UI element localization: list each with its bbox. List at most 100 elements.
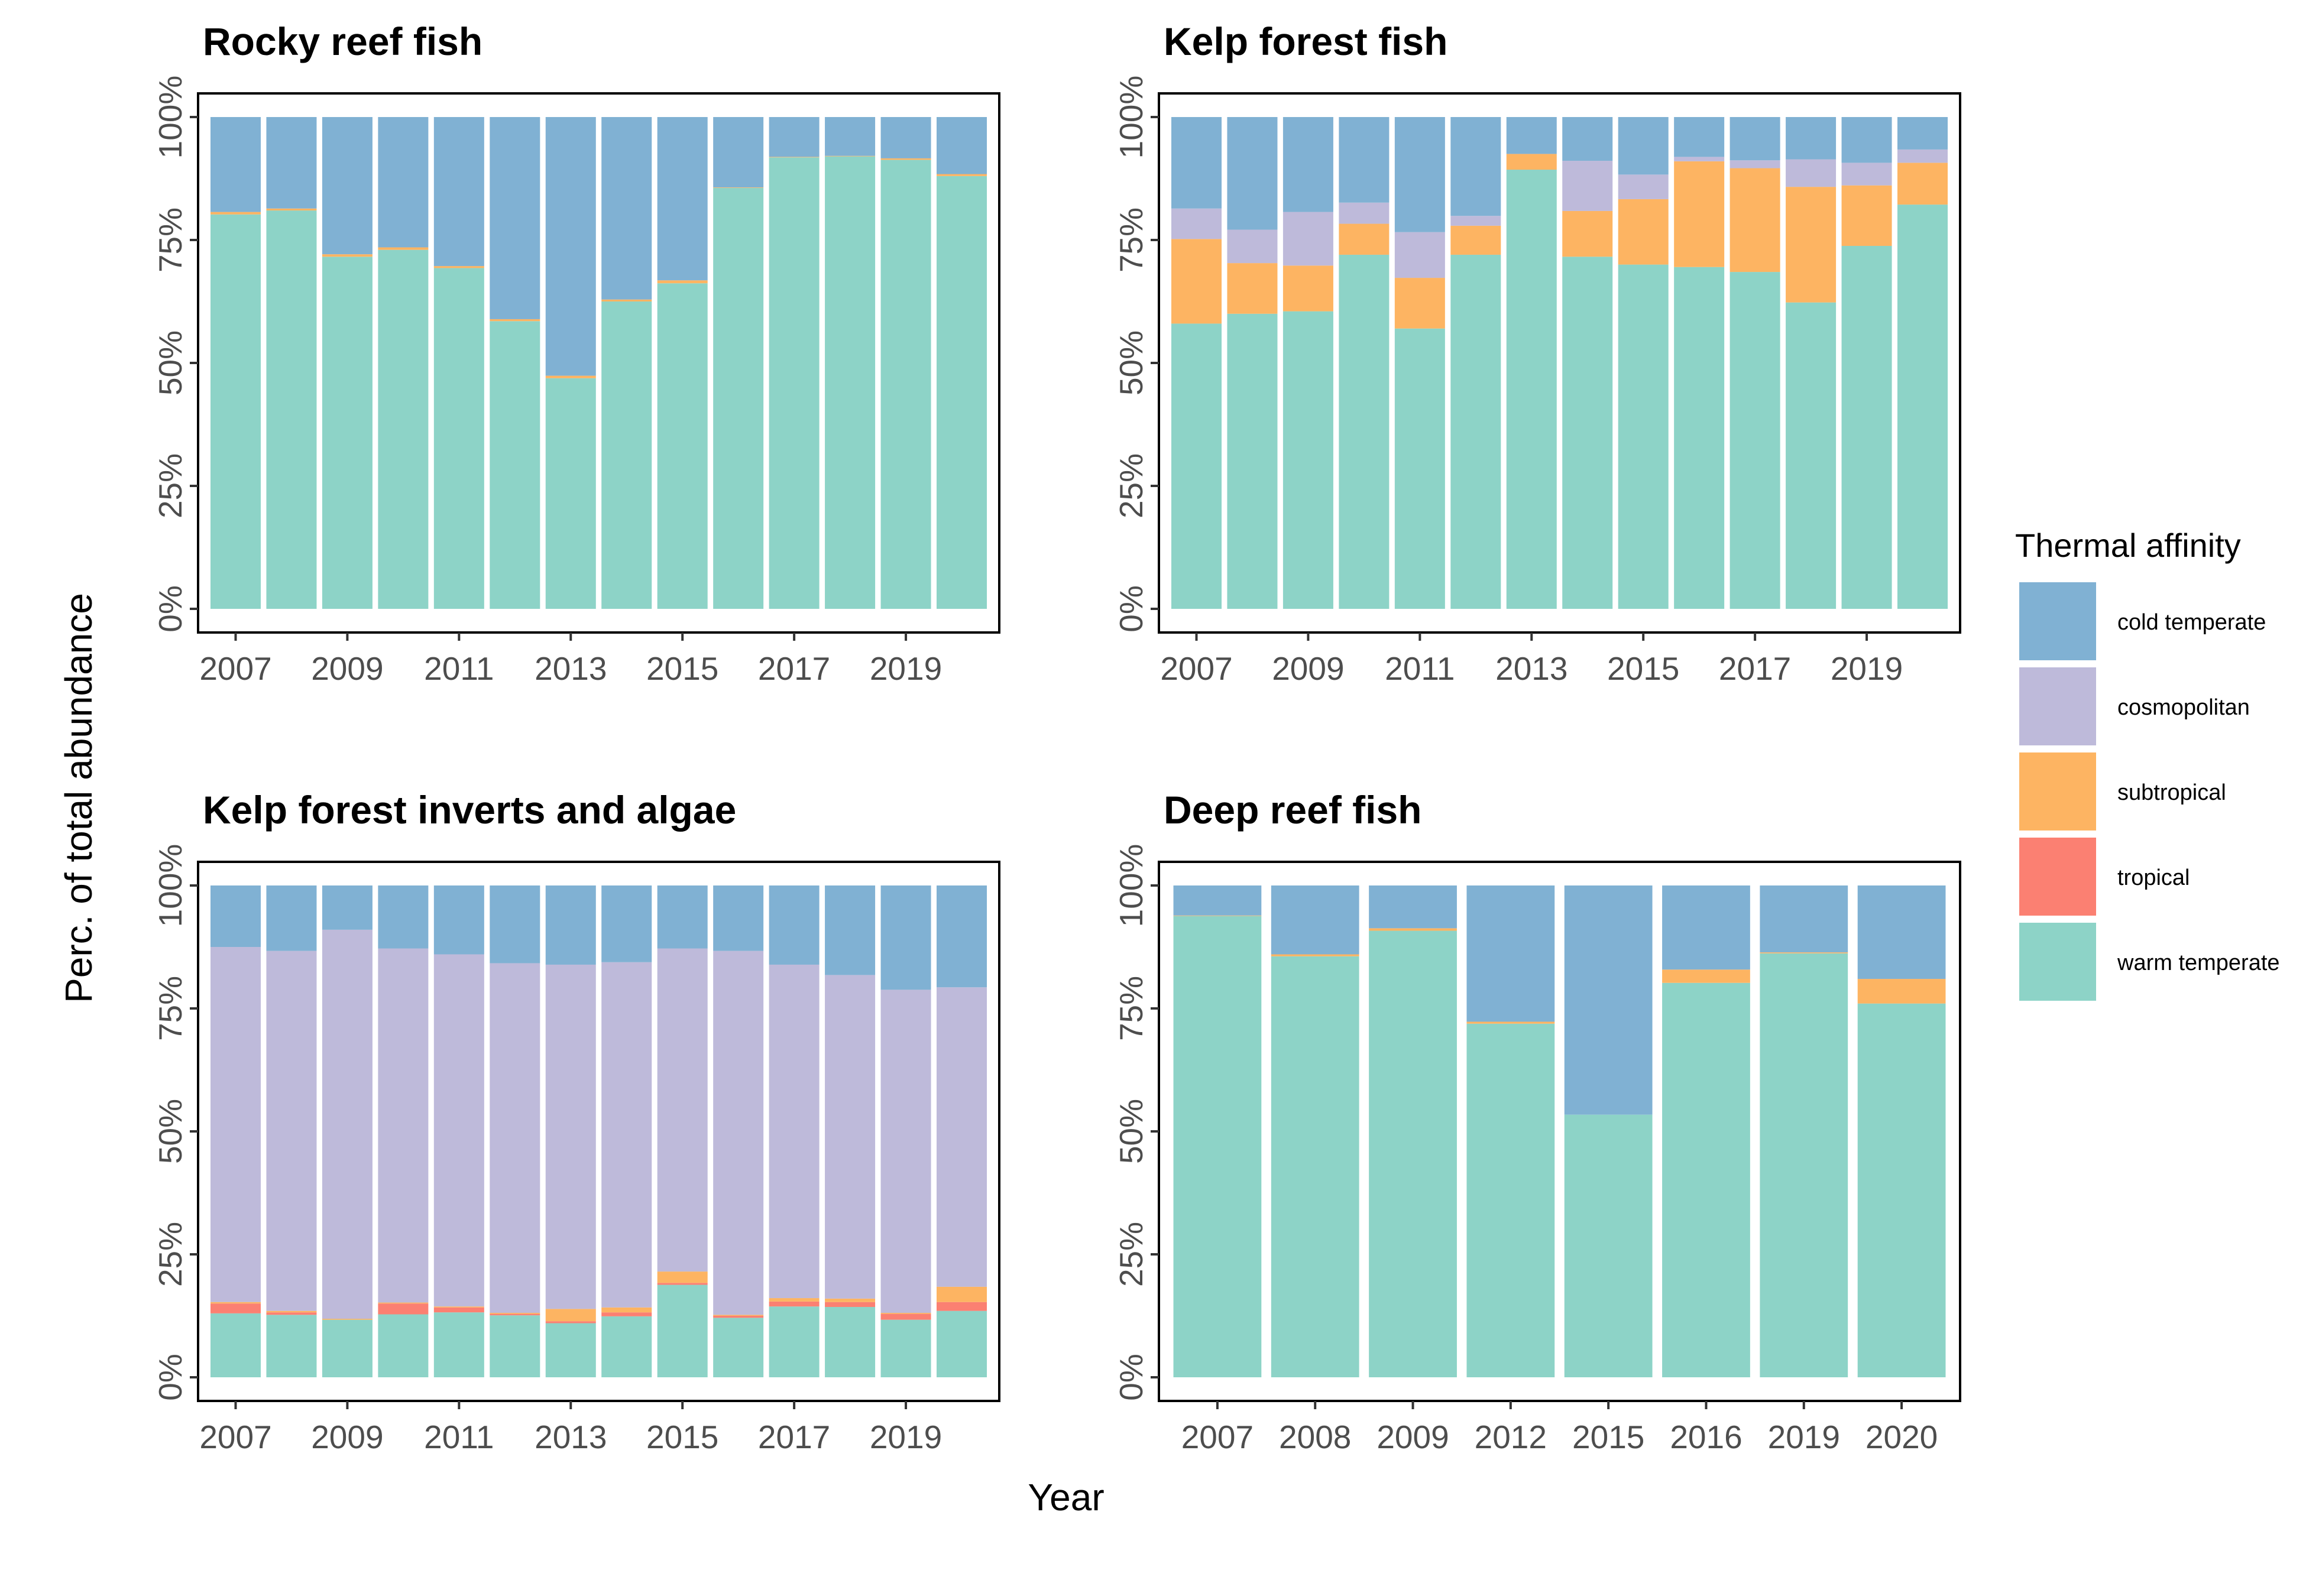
bar-2017-cosmopolitan [769, 964, 820, 1299]
x-tick-label: 2009 [1377, 1419, 1449, 1455]
x-axis-title: Year [1028, 1476, 1104, 1519]
bar-2017-warm-temperate [769, 157, 820, 609]
bar-2009-cold-temperate [322, 885, 373, 930]
bars [1173, 885, 1946, 1377]
bar-2009-subtropical [1369, 928, 1457, 931]
bars [1171, 117, 1948, 609]
bar-2013-warm-temperate [1506, 170, 1557, 609]
y-tick-label: 0% [152, 585, 189, 632]
bar-2010-cold-temperate [378, 885, 429, 949]
bar-2018-subtropical [825, 155, 876, 157]
bar-2008-cosmopolitan [266, 951, 317, 1311]
legend-label-tropical: tropical [2117, 865, 2190, 890]
bar-2016-subtropical [1674, 161, 1725, 267]
y-tick-label: 75% [152, 976, 189, 1041]
bar-2011-subtropical [433, 1306, 484, 1308]
bar-2014-cosmopolitan [601, 962, 652, 1308]
bar-2013-subtropical [545, 375, 596, 378]
bar-2011-cosmopolitan [433, 954, 484, 1307]
bar-2009-subtropical [322, 254, 373, 257]
bar-2011-warm-temperate [1394, 328, 1445, 609]
panels: Rocky reef fish 0% 25% 50% 75% 100% 2007 2009 20… [152, 20, 1961, 1455]
bar-2015-subtropical [657, 1271, 708, 1283]
bar-2011-warm-temperate [433, 1312, 484, 1377]
x-tick-label: 2007 [199, 1419, 271, 1455]
bar-2012-subtropical [490, 319, 540, 322]
bar-2009-warm-temperate [322, 257, 373, 609]
bar-2020-cosmopolitan [937, 987, 987, 1287]
y-tick-label: 25% [1113, 1222, 1149, 1287]
bar-2012-warm-temperate [490, 1315, 540, 1377]
panel-deep-reef-fish: Deep reef fish 0% 25% 50% 75% 100% 2007 2008 200… [1113, 788, 1961, 1455]
legend-label-cosmopolitan: cosmopolitan [2117, 695, 2250, 720]
bar-2018-cosmopolitan [825, 975, 876, 1299]
bar-2011-cosmopolitan [1394, 232, 1445, 278]
bar-2014-subtropical [601, 299, 652, 301]
bar-2016-warm-temperate [713, 187, 764, 609]
bar-2016-subtropical [1662, 969, 1750, 983]
y-tick-label: 100% [1113, 844, 1149, 927]
panel-title: Kelp forest inverts and algae [203, 788, 736, 832]
bar-2020-cosmopolitan [1897, 149, 1948, 163]
legend-label-cold-temperate: cold temperate [2117, 610, 2266, 635]
bar-2012-cosmopolitan [490, 963, 540, 1313]
x-tick-label: 2009 [311, 1419, 383, 1455]
x-tick-label: 2009 [311, 650, 383, 687]
bar-2014-tropical [601, 1312, 652, 1316]
bar-2020-subtropical [937, 174, 987, 176]
bar-2008-warm-temperate [1271, 956, 1359, 1377]
bar-2018-cold-temperate [825, 885, 876, 975]
bar-2017-tropical [769, 1301, 820, 1307]
bar-2016-tropical [713, 1316, 764, 1318]
panel-title: Kelp forest fish [1164, 20, 1447, 63]
bar-2011-cold-temperate [433, 885, 484, 955]
bar-2011-tropical [433, 1307, 484, 1313]
bar-2014-cold-temperate [601, 117, 652, 300]
bar-2012-cold-temperate [490, 117, 540, 319]
bar-2020-warm-temperate [937, 1310, 987, 1377]
x-tick-label: 2011 [424, 650, 494, 687]
x-tick-label: 2020 [1865, 1419, 1938, 1455]
bar-2009-cosmopolitan [322, 929, 373, 1319]
y-tick-label: 25% [152, 453, 189, 518]
bar-2009-warm-temperate [1282, 311, 1333, 609]
bar-2013-cosmopolitan [545, 964, 596, 1309]
bar-2010-tropical [378, 1303, 429, 1315]
bar-2011-cold-temperate [433, 117, 484, 267]
bar-2019-subtropical [880, 1313, 931, 1314]
bar-2019-warm-temperate [880, 160, 931, 609]
x-tick-label: 2013 [1495, 650, 1567, 687]
bar-2013-cold-temperate [545, 885, 596, 965]
bar-2009-subtropical [322, 1318, 373, 1320]
y-tick-label: 75% [1113, 207, 1149, 273]
bar-2013-tropical [545, 1321, 596, 1323]
x-tick-label: 2007 [199, 650, 271, 687]
bar-2019-tropical [880, 1313, 931, 1320]
y-tick-label: 100% [152, 844, 189, 927]
bar-2009-subtropical [1282, 265, 1333, 312]
bar-2010-warm-temperate [1339, 254, 1390, 609]
bar-2012-subtropical [490, 1313, 540, 1314]
bar-2019-cold-temperate [1841, 117, 1892, 163]
bar-2017-warm-temperate [769, 1306, 820, 1377]
bar-2008-subtropical [266, 208, 317, 211]
x-tick-label: 2015 [1607, 650, 1679, 687]
y-tick-label: 100% [152, 76, 189, 159]
panel-frame [197, 92, 1000, 634]
bar-2017-subtropical [1730, 168, 1780, 273]
bar-2008-cold-temperate [266, 885, 317, 951]
bar-2011-cold-temperate [1394, 117, 1445, 232]
bar-2014-cold-temperate [601, 885, 652, 962]
x-tick-label: 2011 [424, 1419, 494, 1455]
bar-2008-tropical [266, 1312, 317, 1315]
bar-2009-cosmopolitan [1282, 212, 1333, 266]
legend: Thermal affinity cold temperate cosmopoli… [2015, 527, 2280, 1001]
bar-2019-warm-temperate [1760, 953, 1848, 1377]
bar-2019-subtropical [880, 158, 931, 160]
bar-2015-warm-temperate [657, 283, 708, 609]
bar-2019-cosmopolitan [1841, 163, 1892, 186]
bars [210, 885, 987, 1377]
bar-2016-subtropical [713, 1315, 764, 1316]
y-tick-label: 0% [1113, 585, 1149, 632]
